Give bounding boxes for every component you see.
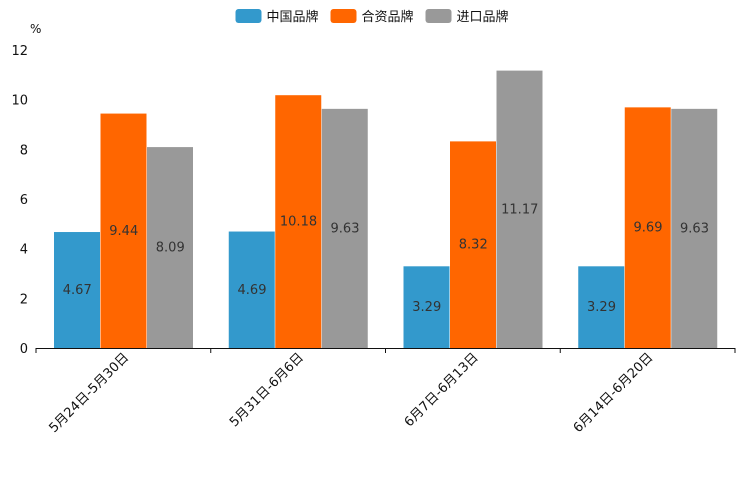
y-tick-label: 6 [20, 193, 28, 208]
bar-series-1 [275, 95, 322, 349]
y-tick-label: 0 [20, 342, 28, 357]
category-label: 6月14日-6月20日 [571, 350, 657, 436]
y-axis-unit: % [30, 22, 41, 36]
legend-item-label[interactable]: 进口品牌 [457, 9, 509, 25]
bar-series-0 [403, 266, 450, 348]
bar-value-label: 10.18 [280, 215, 317, 230]
bar-value-label: 8.09 [156, 241, 185, 256]
bar-value-label: 9.63 [331, 221, 360, 236]
bar-value-label: 3.29 [587, 300, 616, 315]
bar-series-1 [450, 141, 496, 348]
bar-series-2 [147, 147, 193, 348]
y-tick-label: 12 [11, 44, 28, 59]
legend-item-label[interactable]: 中国品牌 [267, 9, 319, 25]
bar-series-2 [496, 70, 543, 348]
category-label: 5月24日-5月30日 [46, 350, 132, 436]
y-tick-label: 2 [20, 292, 28, 307]
legend-swatch[interactable] [330, 9, 357, 23]
bar-series-2 [671, 108, 718, 348]
legend-item-label[interactable]: 合资品牌 [362, 9, 414, 25]
bar-value-label: 9.69 [634, 221, 663, 236]
data-labels: 4.67 4.69 3.29 3.29 9.44 10.18 8.32 9.69 8.09 9.6… [63, 202, 709, 315]
legend: 中国品牌 合资品牌 进口品牌 [235, 9, 509, 25]
category-label: 5月31日-6月6日 [227, 350, 307, 430]
y-tick-label: 10 [11, 94, 28, 109]
bar-series-0 [228, 231, 275, 348]
bar-value-label: 8.32 [459, 238, 488, 253]
y-tick-label: 4 [20, 243, 28, 258]
bars [54, 70, 718, 349]
legend-swatch[interactable] [425, 9, 452, 23]
bar-value-label: 4.69 [238, 283, 267, 298]
category-label: 6月7日-6月13日 [402, 350, 482, 430]
bar-series-1 [100, 113, 147, 348]
bar-series-2 [321, 108, 368, 348]
bar-series-1 [624, 107, 671, 349]
bar-value-label: 9.63 [680, 221, 709, 236]
bar-value-label: 4.67 [63, 283, 92, 298]
y-tick-label: 8 [20, 143, 28, 158]
bar-value-label: 9.44 [109, 224, 138, 239]
bar-value-label: 11.17 [501, 202, 538, 217]
legend-swatch[interactable] [235, 9, 262, 23]
bar-series-0 [54, 232, 100, 348]
bar-series-0 [578, 266, 625, 348]
bar-value-label: 3.29 [412, 300, 441, 315]
